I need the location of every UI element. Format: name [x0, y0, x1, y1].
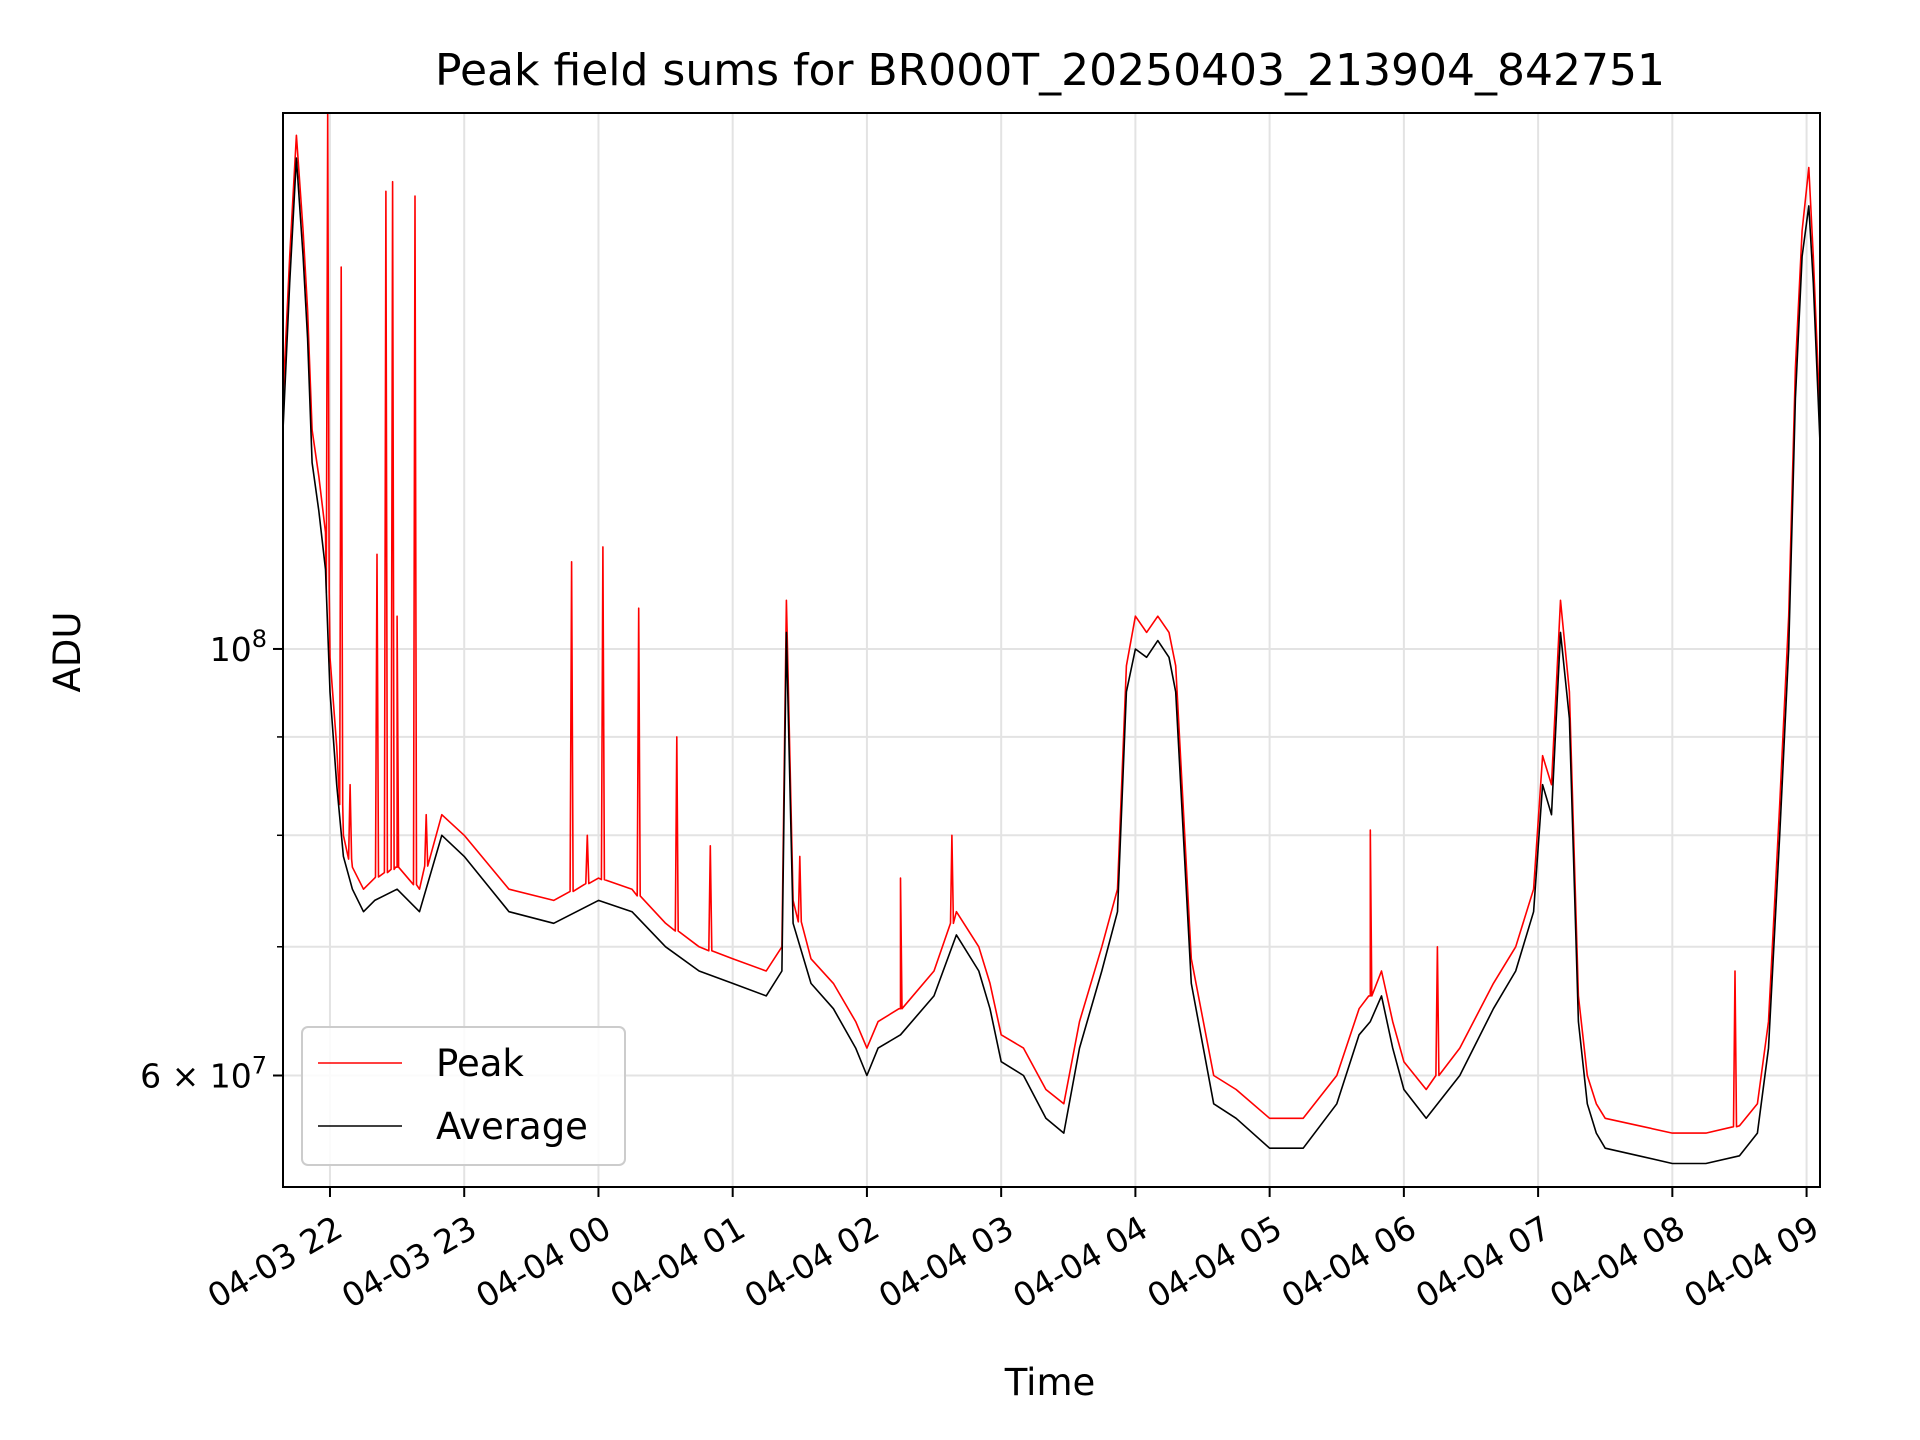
plot-frame: [282, 112, 1821, 1188]
legend-label-average: Average: [436, 1105, 588, 1148]
legend-box: [301, 1026, 626, 1166]
series-group: [283, 113, 1820, 1165]
legend: Peak Average: [301, 1026, 626, 1166]
x-axis-label: Time: [1004, 1361, 1096, 1404]
grid: [283, 113, 1820, 1187]
series-line-peak: [283, 113, 1820, 1134]
series-line-average: [283, 157, 1820, 1165]
y-tick-label: 6 × 107: [140, 1051, 267, 1095]
chart-title: Peak field sums for BR000T_20250403_2139…: [435, 45, 1665, 96]
legend-label-peak: Peak: [436, 1042, 524, 1085]
y-axis-label: ADU: [46, 612, 89, 693]
